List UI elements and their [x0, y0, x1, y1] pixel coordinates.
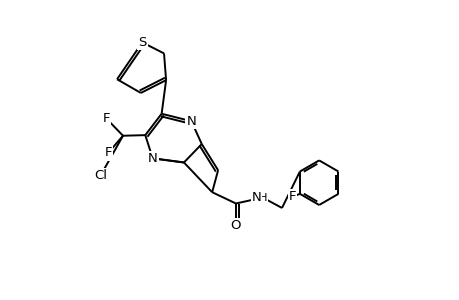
Text: N: N: [147, 152, 157, 165]
Text: N: N: [186, 115, 196, 128]
Text: F: F: [104, 146, 112, 160]
Text: H: H: [258, 193, 266, 202]
Text: S: S: [138, 36, 146, 49]
Text: F: F: [288, 190, 296, 203]
Text: F: F: [103, 112, 110, 125]
Text: O: O: [230, 219, 241, 232]
Text: Cl: Cl: [94, 169, 107, 182]
Text: N: N: [251, 191, 260, 204]
